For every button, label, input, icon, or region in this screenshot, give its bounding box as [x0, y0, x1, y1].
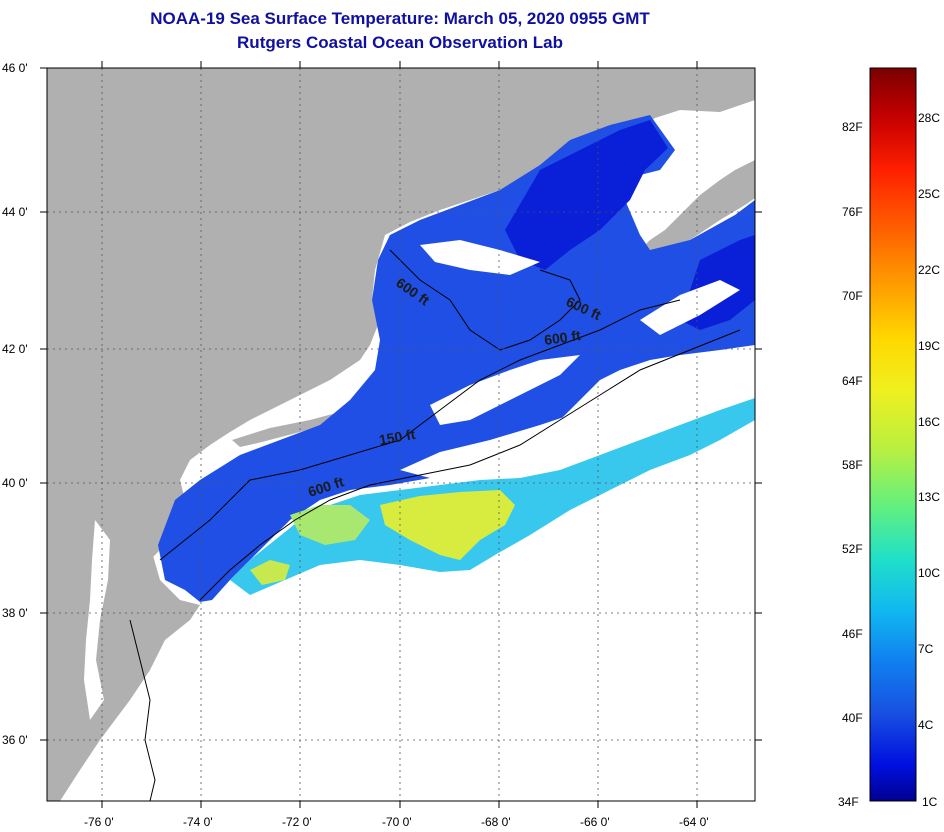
cbar-c-16: 16C: [918, 415, 940, 429]
lat-label-36: 36 0': [2, 733, 28, 747]
cbar-f-58: 58F: [842, 458, 863, 472]
colorbar-f-labels: 82F 76F 70F 64F 58F 52F 46F 40F 34F: [838, 120, 863, 809]
colorbar-c-labels: 28C 25C 22C 19C 16C 13C 10C 7C 4C 1C: [918, 111, 940, 809]
sst-hot-spot-2: [290, 505, 370, 545]
cloud-patch-2: [400, 360, 755, 478]
lat-label-44: 44 0': [2, 205, 28, 219]
cbar-c-1: 1C: [922, 795, 938, 809]
sst-cold-water: [158, 115, 755, 602]
map-frame: [46, 67, 756, 802]
cbar-c-13: 13C: [918, 490, 940, 504]
map-title: NOAA-19 Sea Surface Temperature: March 0…: [150, 9, 650, 28]
cbar-f-40: 40F: [842, 711, 863, 725]
cloud-patch-4: [420, 240, 540, 275]
lat-label-40: 40 0': [2, 476, 28, 490]
lon-label-76: -76 0': [84, 815, 114, 829]
cbar-c-22: 22C: [918, 263, 940, 277]
colorbar: [869, 67, 917, 802]
chesapeake-bay: [84, 520, 110, 720]
nova-scotia-land: [640, 160, 755, 255]
isobath-contour-2: [199, 329, 741, 601]
isobath-contour-1: [159, 299, 681, 561]
cbar-f-34: 34F: [838, 795, 859, 809]
lon-label-74: -74 0': [183, 815, 213, 829]
cbar-c-4: 4C: [918, 718, 934, 732]
lat-label-42: 42 0': [2, 342, 28, 356]
sst-hot-spot: [380, 490, 515, 560]
sst-warm-spot-3: [250, 560, 290, 585]
lon-label-64: -64 0': [679, 815, 709, 829]
cbar-c-28: 28C: [918, 111, 940, 125]
lon-label-70: -70 0': [382, 815, 412, 829]
lat-label-38: 38 0': [2, 606, 28, 620]
delmarva-land: [47, 530, 200, 801]
lon-axis: -76 0' -74 0' -72 0' -70 0' -68 0' -66 0…: [84, 61, 709, 829]
land-mass: [47, 68, 755, 640]
cloud-patch-3: [640, 280, 740, 335]
cloud-patch-1: [430, 355, 580, 425]
cbar-f-46: 46F: [842, 627, 863, 641]
cbar-c-19: 19C: [918, 339, 940, 353]
cbar-f-70: 70F: [842, 289, 863, 303]
cbar-c-25: 25C: [918, 187, 940, 201]
lat-label-46: 46 0': [2, 61, 28, 75]
lon-label-68: -68 0': [481, 815, 511, 829]
cbar-c-7: 7C: [918, 642, 934, 656]
isobath-contour-3: [389, 249, 581, 351]
map-subtitle: Rutgers Coastal Ocean Observation Lab: [237, 33, 563, 52]
cbar-c-10: 10C: [918, 566, 940, 580]
cbar-f-64: 64F: [842, 374, 863, 388]
contour-label-3: 600 ft: [543, 327, 582, 348]
coastline-chesapeake: [129, 619, 156, 801]
cbar-f-52: 52F: [842, 542, 863, 556]
graticule: [47, 68, 755, 801]
cbar-f-76: 76F: [842, 205, 863, 219]
lon-label-72: -72 0': [282, 815, 312, 829]
contour-label-4: 150 ft: [378, 426, 417, 448]
long-island: [232, 410, 355, 447]
lat-axis: 46 0' 44 0' 42 0' 40 0' 38 0' 36 0': [2, 61, 762, 747]
lon-label-66: -66 0': [580, 815, 610, 829]
cbar-f-82: 82F: [842, 120, 863, 134]
sst-very-cold: [505, 120, 668, 270]
